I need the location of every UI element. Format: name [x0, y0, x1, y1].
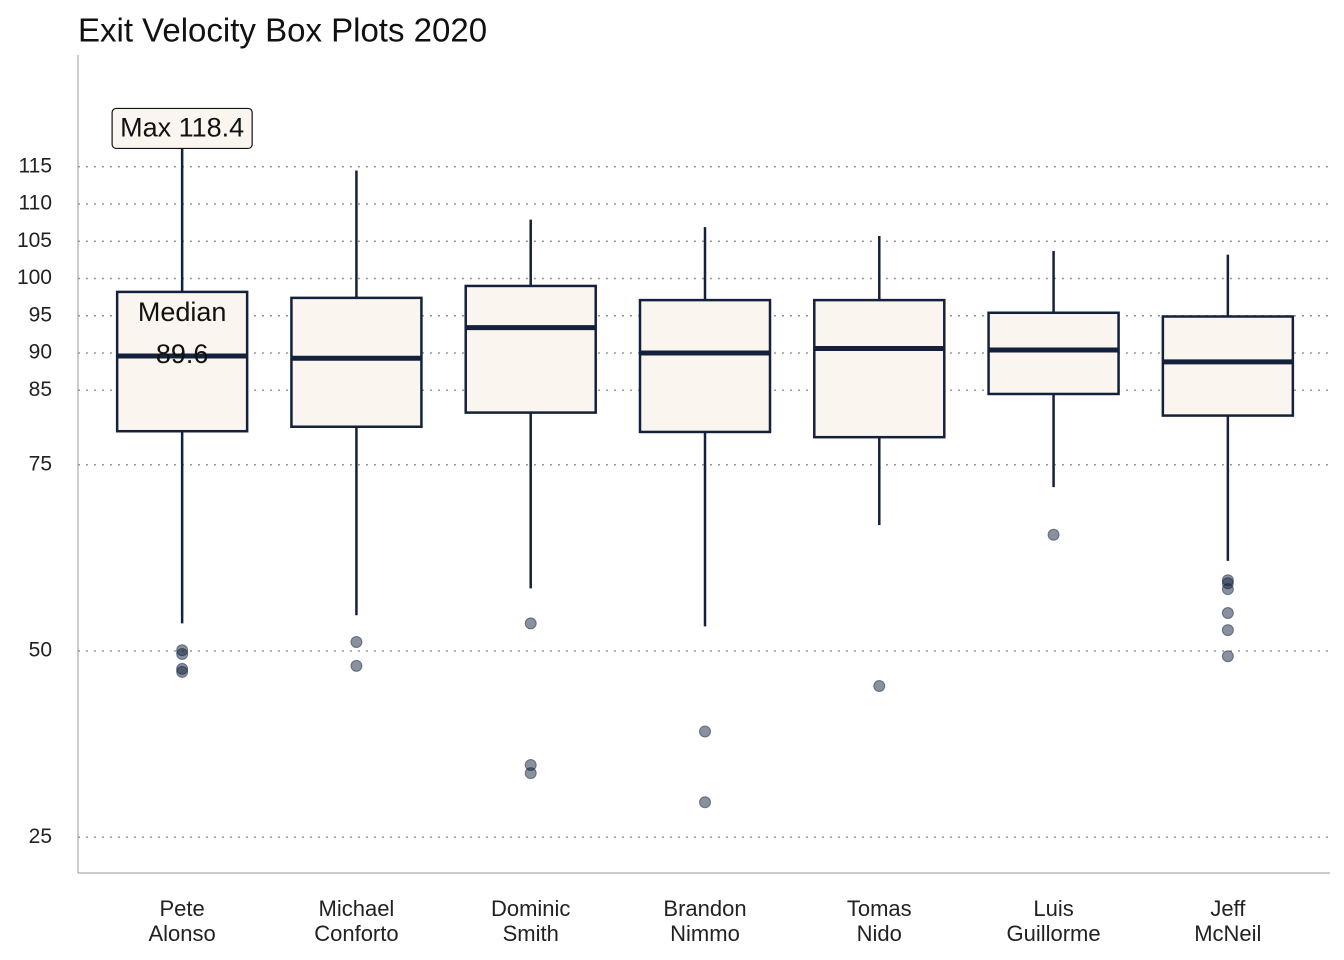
- box: [1161, 315, 1295, 417]
- outlier: [176, 665, 189, 678]
- outlier: [1221, 624, 1234, 637]
- outlier: [524, 617, 537, 630]
- box: [290, 296, 423, 429]
- outlier: [873, 680, 886, 693]
- y-tick-label: 85: [29, 378, 52, 401]
- box: [464, 284, 597, 414]
- x-tick-label: Pete Alonso: [148, 896, 216, 946]
- outlier: [699, 796, 711, 809]
- chart-title: Exit Velocity Box Plots 2020: [78, 12, 487, 49]
- y-tick-label: 25: [29, 825, 52, 848]
- x-tick-label: Michael Conforto: [314, 896, 399, 946]
- y-tick-label: 50: [29, 639, 52, 662]
- y-tick-label: 75: [29, 452, 52, 475]
- y-tick-label: 110: [19, 192, 52, 215]
- outlier: [699, 725, 711, 738]
- x-tick-label: Jeff McNeil: [1194, 896, 1262, 946]
- annotation-box: [111, 107, 253, 150]
- y-tick-label: 90: [29, 341, 52, 364]
- outlier: [524, 767, 537, 780]
- outlier: [1221, 583, 1234, 596]
- x-tick-label: Luis Guillorme: [1006, 896, 1101, 946]
- x-tick-label: Dominic Smith: [490, 896, 571, 946]
- x-tick-label: Brandon Nimmo: [663, 896, 747, 946]
- annotation: Median: [138, 297, 227, 327]
- y-tick-label: 115: [19, 154, 52, 177]
- outlier: [1047, 528, 1060, 541]
- annotation: 89.6: [156, 339, 209, 369]
- box: [638, 298, 772, 434]
- outlier: [350, 659, 363, 672]
- outlier: [1221, 606, 1234, 619]
- outlier: [1221, 650, 1234, 663]
- y-tick-label: 100: [17, 266, 52, 289]
- y-tick-label: 95: [29, 303, 52, 326]
- y-tick-label: 105: [17, 229, 52, 252]
- annotation: Max 118.4: [120, 113, 244, 143]
- box: [115, 290, 249, 433]
- x-tick-label: Tomas Nido: [846, 896, 912, 946]
- outlier: [350, 636, 363, 649]
- box: [987, 311, 1120, 396]
- box: [813, 298, 946, 439]
- outlier: [176, 647, 189, 660]
